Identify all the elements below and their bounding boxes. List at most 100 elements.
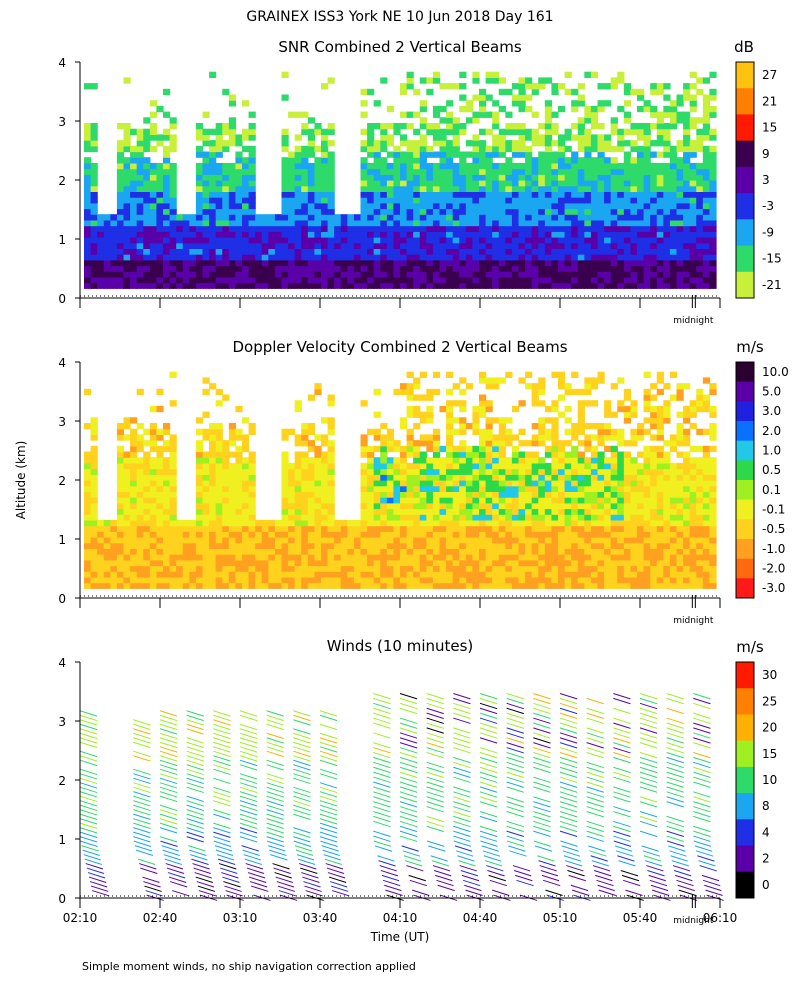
- heatmap-cell: [525, 276, 533, 284]
- heatmap-cell: [702, 123, 711, 130]
- heatmap-cell: [367, 180, 375, 187]
- heatmap-cell: [123, 237, 131, 244]
- heatmap-cell: [242, 582, 250, 589]
- heatmap-cell: [683, 242, 691, 249]
- heatmap-cell: [386, 259, 395, 267]
- heatmap-cell: [452, 162, 460, 170]
- heatmap-cell: [702, 508, 711, 515]
- heatmap-cell: [393, 491, 401, 498]
- heatmap-cell: [248, 502, 256, 510]
- heatmap-cell: [479, 542, 487, 549]
- heatmap-cell: [538, 423, 546, 430]
- heatmap-cell: [446, 100, 454, 107]
- heatmap-cell: [156, 462, 164, 470]
- heatmap-cell: [617, 225, 625, 232]
- heatmap-cell: [222, 174, 230, 181]
- heatmap-cell: [274, 548, 283, 555]
- heatmap-cell: [90, 423, 98, 430]
- heatmap-cell: [215, 225, 223, 232]
- heatmap-cell: [643, 502, 651, 510]
- heatmap-cell: [432, 502, 441, 510]
- heatmap-cell: [209, 254, 217, 261]
- heatmap-cell: [432, 237, 441, 244]
- heatmap-cell: [288, 185, 296, 192]
- heatmap-cell: [406, 440, 414, 447]
- heatmap-cell: [116, 485, 125, 492]
- heatmap-cell: [544, 100, 553, 107]
- heatmap-cell: [663, 537, 671, 544]
- heatmap-cell: [149, 237, 158, 244]
- heatmap-cell: [479, 491, 487, 498]
- heatmap-cell: [485, 559, 493, 567]
- heatmap-cell: [255, 582, 263, 589]
- heatmap-cell: [294, 276, 302, 284]
- heatmap-cell: [202, 276, 210, 284]
- heatmap-cell: [571, 265, 579, 272]
- heatmap-cell: [242, 276, 250, 284]
- y-tick-label: 4: [58, 56, 66, 70]
- heatmap-cell: [116, 123, 125, 130]
- colorbar-label: -9: [762, 225, 774, 239]
- heatmap-cell: [432, 491, 441, 498]
- heatmap-cell: [281, 94, 289, 101]
- heatmap-cell: [215, 502, 223, 510]
- heatmap-cell: [439, 202, 447, 210]
- heatmap-cell: [439, 582, 447, 589]
- heatmap-cell: [281, 474, 289, 481]
- heatmap-cell: [248, 559, 256, 567]
- heatmap-cell: [84, 548, 92, 555]
- heatmap-cell: [518, 94, 526, 101]
- heatmap-cell: [452, 462, 460, 470]
- heatmap-cell: [163, 548, 171, 555]
- heatmap-cell: [321, 451, 329, 458]
- heatmap-cell: [242, 231, 250, 238]
- heatmap-cell: [479, 548, 487, 555]
- heatmap-cell: [248, 548, 256, 555]
- heatmap-cell: [360, 185, 368, 192]
- heatmap-cell: [149, 548, 158, 555]
- heatmap-cell: [248, 531, 256, 538]
- heatmap-cell: [656, 134, 664, 141]
- heatmap-cell: [307, 237, 316, 244]
- heatmap-cell: [492, 525, 500, 532]
- heatmap-cell: [353, 554, 362, 561]
- heatmap-cell: [676, 94, 684, 101]
- heatmap-cell: [380, 423, 388, 430]
- heatmap-cell: [604, 576, 612, 584]
- heatmap-cell: [656, 480, 664, 487]
- heatmap-cell: [492, 480, 500, 487]
- heatmap-cell: [676, 214, 684, 221]
- heatmap-cell: [571, 174, 579, 181]
- heatmap-cell: [617, 271, 625, 278]
- heatmap-cell: [564, 428, 572, 435]
- heatmap-cell: [630, 525, 638, 532]
- heatmap-cell: [327, 428, 335, 435]
- heatmap-cell: [301, 554, 309, 561]
- heatmap-cell: [558, 237, 566, 244]
- heatmap-cell: [182, 531, 190, 538]
- heatmap-cell: [584, 537, 592, 544]
- heatmap-cell: [650, 219, 658, 227]
- heatmap-cell: [472, 559, 480, 567]
- heatmap-cell: [426, 480, 434, 487]
- heatmap-cell: [84, 502, 92, 510]
- heatmap-cell: [406, 468, 414, 475]
- heatmap-cell: [307, 440, 316, 447]
- heatmap-cell: [130, 480, 138, 487]
- heatmap-cell: [571, 237, 579, 244]
- heatmap-cell: [544, 134, 553, 141]
- heatmap-cell: [702, 542, 711, 549]
- heatmap-cell: [505, 123, 513, 130]
- heatmap-cell: [393, 157, 401, 164]
- heatmap-cell: [472, 451, 480, 458]
- heatmap-cell: [544, 242, 553, 249]
- heatmap-cell: [702, 242, 711, 249]
- heatmap-cell: [558, 202, 566, 210]
- heatmap-cell: [373, 537, 381, 544]
- heatmap-cell: [426, 508, 434, 515]
- heatmap-cell: [209, 231, 217, 238]
- heatmap-cell: [90, 174, 98, 181]
- heatmap-cell: [498, 231, 506, 238]
- heatmap-cell: [617, 248, 625, 255]
- heatmap-cell: [149, 202, 158, 210]
